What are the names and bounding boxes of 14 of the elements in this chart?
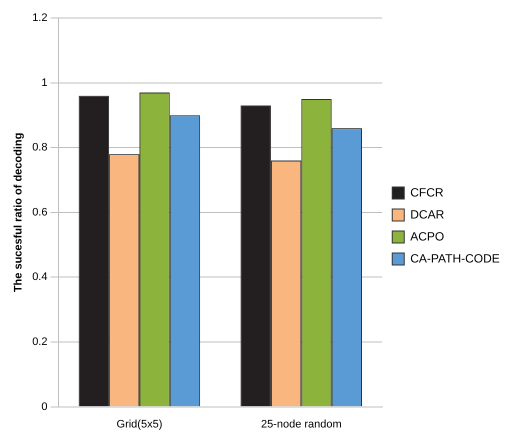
y-tick-label: 1 xyxy=(41,76,48,89)
legend-label: DCAR xyxy=(410,207,445,222)
legend-label: CA-PATH-CODE xyxy=(410,251,500,266)
y-tick-label: 0.4 xyxy=(32,271,48,284)
y-tick-label: 0.8 xyxy=(32,142,48,154)
y-tick-label: 0 xyxy=(41,400,48,413)
legend-label: ACPO xyxy=(410,229,444,244)
y-axis-title: The sucesful ratio of decoding xyxy=(12,132,25,292)
y-tick-label: 1.2 xyxy=(32,12,48,24)
x-tick-label: 25-node random xyxy=(260,418,342,430)
y-tick-label: 0.2 xyxy=(32,336,48,348)
y-tick-label: 0.6 xyxy=(32,206,48,218)
x-tick-label: Grid(5x5) xyxy=(116,418,162,430)
legend-label: CFCR xyxy=(410,185,444,200)
